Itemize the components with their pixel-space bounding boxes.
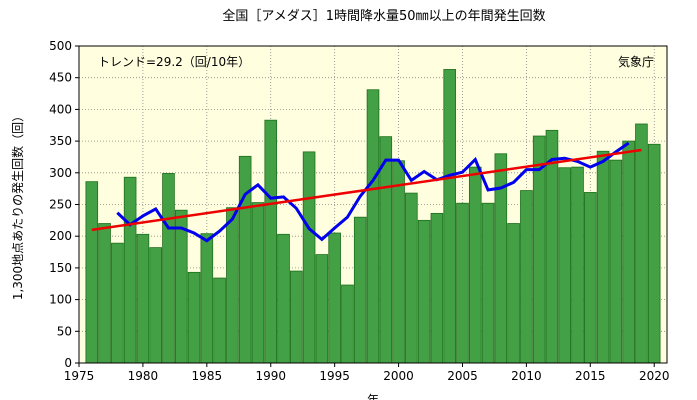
bar-2006 (468, 166, 482, 364)
y-axis-label: 1,300地点あたりの発生回数（回） (10, 110, 25, 300)
bar-1988 (238, 155, 252, 364)
bar-1978 (111, 242, 124, 364)
y-axis: 0 50 100 150 200 250 300 350 400 450 500 (49, 39, 79, 370)
bar-2005 (456, 202, 469, 364)
bar-2020 (647, 143, 661, 364)
bar-2009 (507, 223, 520, 364)
y-tick-label: 100 (49, 293, 72, 307)
bar-2000 (392, 160, 405, 364)
bar-2010 (520, 190, 533, 364)
x-axis: 1975 1980 1985 1990 1995 2000 2005 2010 2015 2020 (64, 363, 670, 383)
x-axis-label: 年 (367, 393, 379, 400)
trend-line (91, 148, 642, 232)
bar-1980 (136, 233, 150, 364)
bar-1983 (174, 209, 188, 364)
bar-1977 (98, 223, 111, 364)
bar-1986 (213, 277, 226, 364)
x-tick-label: 1985 (192, 369, 223, 383)
bar-2002 (417, 219, 431, 364)
y-tick-label: 500 (49, 39, 72, 53)
y-tick-label: 50 (57, 324, 72, 338)
x-tick-label: 1995 (319, 369, 350, 383)
bar-1979 (123, 176, 137, 364)
bar-1999 (379, 136, 393, 364)
bar-2017 (609, 159, 623, 364)
bars (85, 69, 661, 364)
bar-1987 (226, 207, 239, 364)
bar-1997 (353, 216, 367, 364)
bar-1990 (264, 119, 278, 364)
x-tick-label: 2015 (575, 369, 606, 383)
x-tick-label: 1980 (128, 369, 159, 383)
bar-1996 (341, 284, 354, 364)
y-tick-label: 250 (49, 198, 72, 212)
x-tick-label: 1990 (255, 369, 286, 383)
source-label: 気象庁 (618, 54, 654, 69)
bar-1981 (149, 247, 162, 364)
y-tick-label: 300 (49, 166, 72, 180)
bar-2004 (443, 69, 456, 364)
bar-1989 (251, 202, 265, 364)
bar-2013 (558, 167, 572, 364)
moving-average-line (116, 141, 630, 243)
x-tick-label: 2005 (447, 369, 478, 383)
bar-1982 (162, 173, 175, 364)
y-tick-label: 200 (49, 229, 72, 243)
bar-1995 (328, 232, 341, 364)
bar-1991 (277, 233, 290, 364)
bar-2001 (405, 192, 418, 364)
bar-1985 (200, 233, 214, 364)
x-tick-label: 2010 (511, 369, 542, 383)
bar-2012 (545, 129, 559, 364)
bar-1994 (315, 254, 329, 364)
bar-2019 (635, 123, 648, 364)
x-tick-label: 1975 (64, 369, 95, 383)
bar-2007 (481, 202, 495, 364)
bar-1998 (366, 89, 380, 364)
bar-2016 (596, 150, 610, 364)
y-tick-label: 400 (49, 102, 72, 116)
trend-annotation: トレンド=29.2（回/10年） (98, 55, 250, 69)
bar-1992 (290, 270, 303, 364)
x-tick-label: 2000 (383, 369, 414, 383)
y-tick-label: 0 (64, 356, 72, 370)
bar-2014 (571, 166, 584, 364)
bar-2003 (430, 212, 444, 364)
y-tick-label: 450 (49, 71, 72, 85)
bar-1993 (302, 151, 316, 364)
bar-1984 (187, 271, 201, 364)
x-tick-label: 2020 (639, 369, 670, 383)
chart-title: 全国［アメダス］1時間降水量50㎜以上の年間発生回数 (222, 8, 545, 24)
y-tick-label: 150 (49, 261, 72, 275)
bar-2018 (622, 140, 635, 364)
bar-2015 (584, 192, 597, 364)
bar-1976 (85, 181, 99, 364)
y-tick-label: 350 (49, 134, 72, 148)
